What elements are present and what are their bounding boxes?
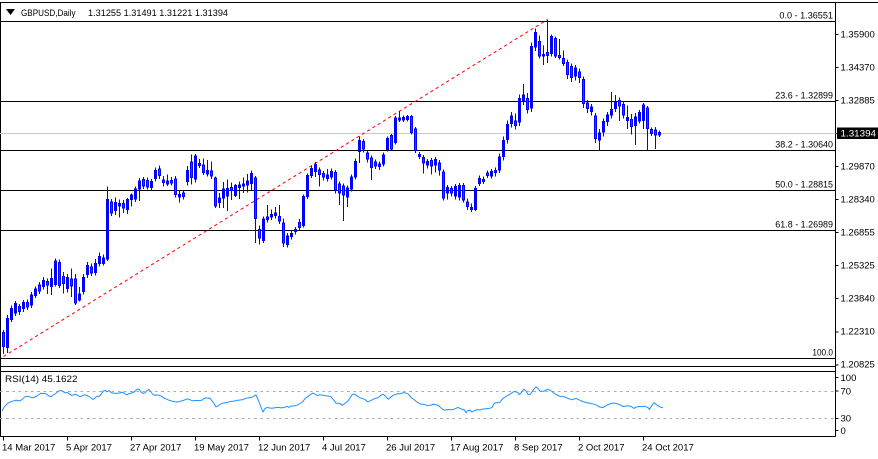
svg-text:4 Jul 2017: 4 Jul 2017	[322, 443, 366, 454]
svg-text:100.0: 100.0	[812, 347, 833, 358]
svg-text:GBPUSD,Daily: GBPUSD,Daily	[21, 8, 76, 19]
svg-text:1.26855: 1.26855	[841, 228, 875, 239]
svg-text:17 Aug 2017: 17 Aug 2017	[450, 443, 503, 454]
svg-text:5 Apr 2017: 5 Apr 2017	[66, 443, 112, 454]
svg-text:1.22310: 1.22310	[841, 327, 875, 338]
svg-text:1.31394: 1.31394	[841, 129, 877, 140]
svg-text:1.32885: 1.32885	[841, 96, 875, 107]
svg-text:23.6 - 1.32899: 23.6 - 1.32899	[775, 90, 833, 101]
svg-text:14 Mar 2017: 14 Mar 2017	[2, 443, 55, 454]
svg-text:1.25325: 1.25325	[841, 261, 875, 272]
svg-text:RSI(14) 45.1622: RSI(14) 45.1622	[5, 374, 78, 385]
svg-text:1.28340: 1.28340	[841, 195, 875, 206]
svg-text:30: 30	[841, 414, 852, 425]
svg-text:1.29870: 1.29870	[841, 162, 875, 173]
svg-text:50.0 - 1.28815: 50.0 - 1.28815	[775, 179, 833, 190]
svg-text:0: 0	[841, 426, 846, 437]
svg-text:8 Sep 2017: 8 Sep 2017	[514, 443, 563, 454]
svg-text:24 Oct 2017: 24 Oct 2017	[642, 443, 694, 454]
svg-text:1.34370: 1.34370	[841, 62, 875, 73]
svg-text:19 May 2017: 19 May 2017	[194, 443, 249, 454]
svg-text:27 Apr 2017: 27 Apr 2017	[130, 443, 181, 454]
svg-text:26 Jul 2017: 26 Jul 2017	[386, 443, 435, 454]
svg-text:61.8 - 1.26989: 61.8 - 1.26989	[775, 219, 833, 230]
svg-text:1.20825: 1.20825	[841, 360, 875, 371]
svg-text:100: 100	[841, 373, 857, 384]
svg-text:0.0 - 1.36551: 0.0 - 1.36551	[779, 10, 833, 21]
svg-text:12 Jun 2017: 12 Jun 2017	[258, 443, 310, 454]
svg-text:70: 70	[841, 387, 852, 398]
svg-text:1.23840: 1.23840	[841, 294, 875, 305]
svg-text:38.2 - 1.30640: 38.2 - 1.30640	[775, 139, 833, 150]
svg-text:2 Oct 2017: 2 Oct 2017	[578, 443, 624, 454]
svg-text:1.31255 1.31491 1.31221 1.3139: 1.31255 1.31491 1.31221 1.31394	[88, 8, 228, 19]
svg-text:1.35900: 1.35900	[841, 29, 875, 40]
